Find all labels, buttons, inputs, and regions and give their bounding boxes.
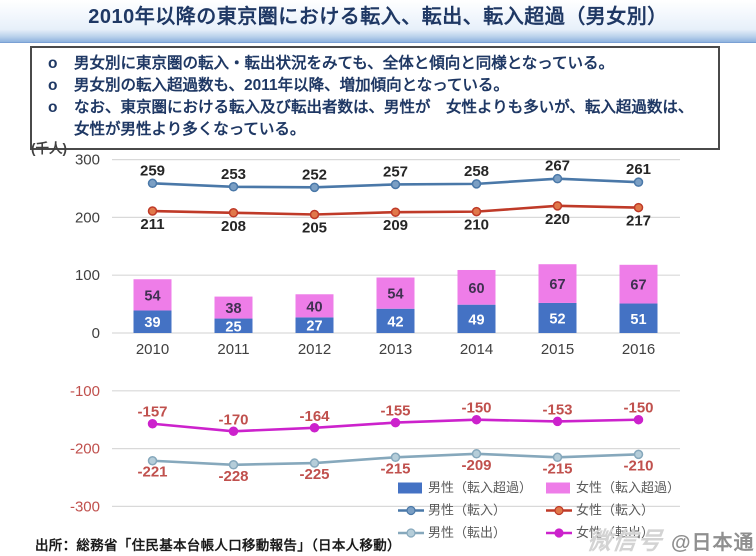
- bullet-marker: o: [48, 55, 58, 72]
- svg-text:-225: -225: [299, 466, 329, 483]
- svg-text:-300: -300: [70, 498, 100, 515]
- svg-text:-155: -155: [380, 403, 410, 420]
- line-series: -157 -170 -164 -155 -150 -153 -150: [137, 400, 654, 437]
- svg-text:253: 253: [221, 166, 246, 183]
- note-text: なお、東京圏における転入及び転出者数は、男性が 女性よりも多いが、転入超過数は、…: [74, 99, 694, 138]
- svg-text:60: 60: [468, 281, 484, 297]
- svg-text:-221: -221: [137, 464, 167, 481]
- legend-label: 男性（転入超過）: [428, 480, 532, 495]
- svg-text:25: 25: [225, 319, 241, 335]
- svg-text:-170: -170: [218, 411, 248, 428]
- note-item: o なお、東京圏における転入及び転出者数は、男性が 女性よりも多いが、転入超過数…: [42, 97, 706, 141]
- svg-text:267: 267: [545, 158, 570, 175]
- line-series: 259 253 252 257 258 267 261: [140, 158, 651, 193]
- svg-text:-150: -150: [461, 400, 491, 417]
- notes-box: o 男女別に東京圏の転入・転出状況をみても、全体と傾向と同様となっている。 o …: [30, 46, 720, 150]
- svg-text:2010: 2010: [136, 341, 169, 358]
- svg-text:300: 300: [75, 152, 100, 169]
- svg-text:67: 67: [630, 278, 646, 294]
- svg-text:259: 259: [140, 162, 165, 179]
- svg-text:-157: -157: [137, 404, 167, 421]
- legend-label: 男性（転出）: [428, 525, 506, 540]
- svg-text:210: 210: [464, 217, 489, 234]
- svg-text:2013: 2013: [379, 341, 412, 358]
- svg-text:54: 54: [387, 287, 403, 303]
- title-bar: 2010年以降の東京圏における転入、転出、転入超過（男女別）: [0, 0, 756, 29]
- svg-text:-164: -164: [299, 408, 330, 425]
- x-axis-year-labels: 2010 2011 2012 2013 2014 2015 2016: [136, 341, 655, 358]
- svg-text:39: 39: [144, 315, 160, 331]
- svg-text:54: 54: [144, 288, 160, 304]
- svg-text:208: 208: [221, 218, 246, 235]
- y-axis-unit-label: (千人): [31, 141, 67, 156]
- bar-series: 39 25 27 42 49 52 51: [133, 302, 658, 335]
- legend-label: 男性（転入）: [428, 503, 506, 518]
- svg-text:49: 49: [468, 312, 484, 328]
- svg-text:2012: 2012: [298, 341, 331, 358]
- svg-text:100: 100: [75, 267, 100, 284]
- svg-text:-200: -200: [70, 441, 100, 458]
- svg-text:257: 257: [383, 163, 408, 180]
- line-series: -221 -228 -225 -215 -209 -215 -210: [137, 449, 654, 485]
- bar-series: 54 38 40 54 60 67 67: [133, 264, 658, 319]
- svg-text:52: 52: [549, 311, 565, 327]
- svg-text:-215: -215: [542, 460, 572, 477]
- legend-label: 女性（転入）: [576, 503, 654, 518]
- svg-text:67: 67: [549, 277, 565, 293]
- svg-text:-209: -209: [461, 457, 491, 474]
- svg-text:-150: -150: [623, 400, 653, 417]
- svg-text:209: 209: [383, 217, 408, 234]
- note-text: 男女別に東京圏の転入・転出状況をみても、全体と傾向と同様となっている。: [74, 55, 615, 72]
- svg-text:252: 252: [302, 166, 327, 183]
- svg-text:0: 0: [92, 325, 100, 342]
- svg-text:211: 211: [140, 216, 164, 233]
- line-series: 211 208 205 209 210 220 217: [140, 201, 651, 237]
- note-item: o 男女別に東京圏の転入・転出状況をみても、全体と傾向と同様となっている。: [42, 53, 706, 75]
- legend-label: 女性（転入超過）: [576, 480, 680, 495]
- note-text: 男女別の転入超過数も、2011年以降、増加傾向となっている。: [74, 77, 509, 94]
- svg-text:-210: -210: [623, 457, 653, 474]
- legend: 男性（転入超過） 女性（転入超過） 男性（転入） 女性（転入） 男性（転出） 女性（転出）: [398, 480, 680, 540]
- svg-text:2014: 2014: [460, 341, 493, 358]
- legend-label: 女性（転出）: [576, 525, 654, 540]
- svg-text:40: 40: [306, 299, 322, 315]
- svg-text:2015: 2015: [541, 341, 574, 358]
- svg-text:2011: 2011: [217, 341, 249, 358]
- svg-text:38: 38: [225, 301, 241, 317]
- svg-text:220: 220: [545, 211, 570, 228]
- y-axis-tick-labels: 300 200 100 0 -100 -200 -300: [70, 152, 100, 516]
- bullet-marker: o: [48, 99, 58, 116]
- svg-text:258: 258: [464, 163, 489, 180]
- page-title: 2010年以降の東京圏における転入、転出、転入超過（男女別）: [88, 6, 668, 28]
- bullet-marker: o: [48, 77, 58, 94]
- svg-text:51: 51: [630, 312, 646, 328]
- svg-text:205: 205: [302, 220, 327, 237]
- title-underline-strip: [0, 29, 756, 43]
- svg-text:-228: -228: [218, 468, 248, 485]
- note-item: o 男女別の転入超過数も、2011年以降、増加傾向となっている。: [42, 75, 706, 97]
- svg-text:200: 200: [75, 209, 100, 226]
- svg-text:42: 42: [387, 314, 403, 330]
- legend-swatch: [546, 482, 570, 494]
- svg-text:217: 217: [626, 213, 651, 230]
- source-note: 出所：総務省「住民基本台帳人口移動報告」（日本人移動）: [35, 538, 401, 553]
- svg-text:27: 27: [306, 319, 322, 335]
- svg-text:-153: -153: [542, 401, 572, 418]
- svg-text:2016: 2016: [622, 341, 655, 358]
- legend-swatch: [398, 482, 422, 494]
- svg-text:-100: -100: [70, 383, 100, 400]
- svg-text:261: 261: [626, 161, 651, 178]
- svg-text:-215: -215: [380, 460, 410, 477]
